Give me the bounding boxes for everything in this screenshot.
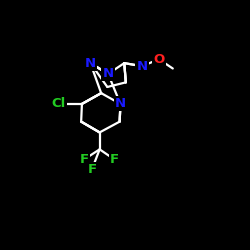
Text: N: N [115,98,126,110]
Text: F: F [80,153,89,166]
Text: O: O [153,53,164,66]
Text: N: N [85,56,96,70]
Text: F: F [110,153,119,166]
Text: N: N [136,60,147,73]
Text: F: F [87,163,97,176]
Text: N: N [102,68,114,80]
Text: Cl: Cl [52,98,66,110]
